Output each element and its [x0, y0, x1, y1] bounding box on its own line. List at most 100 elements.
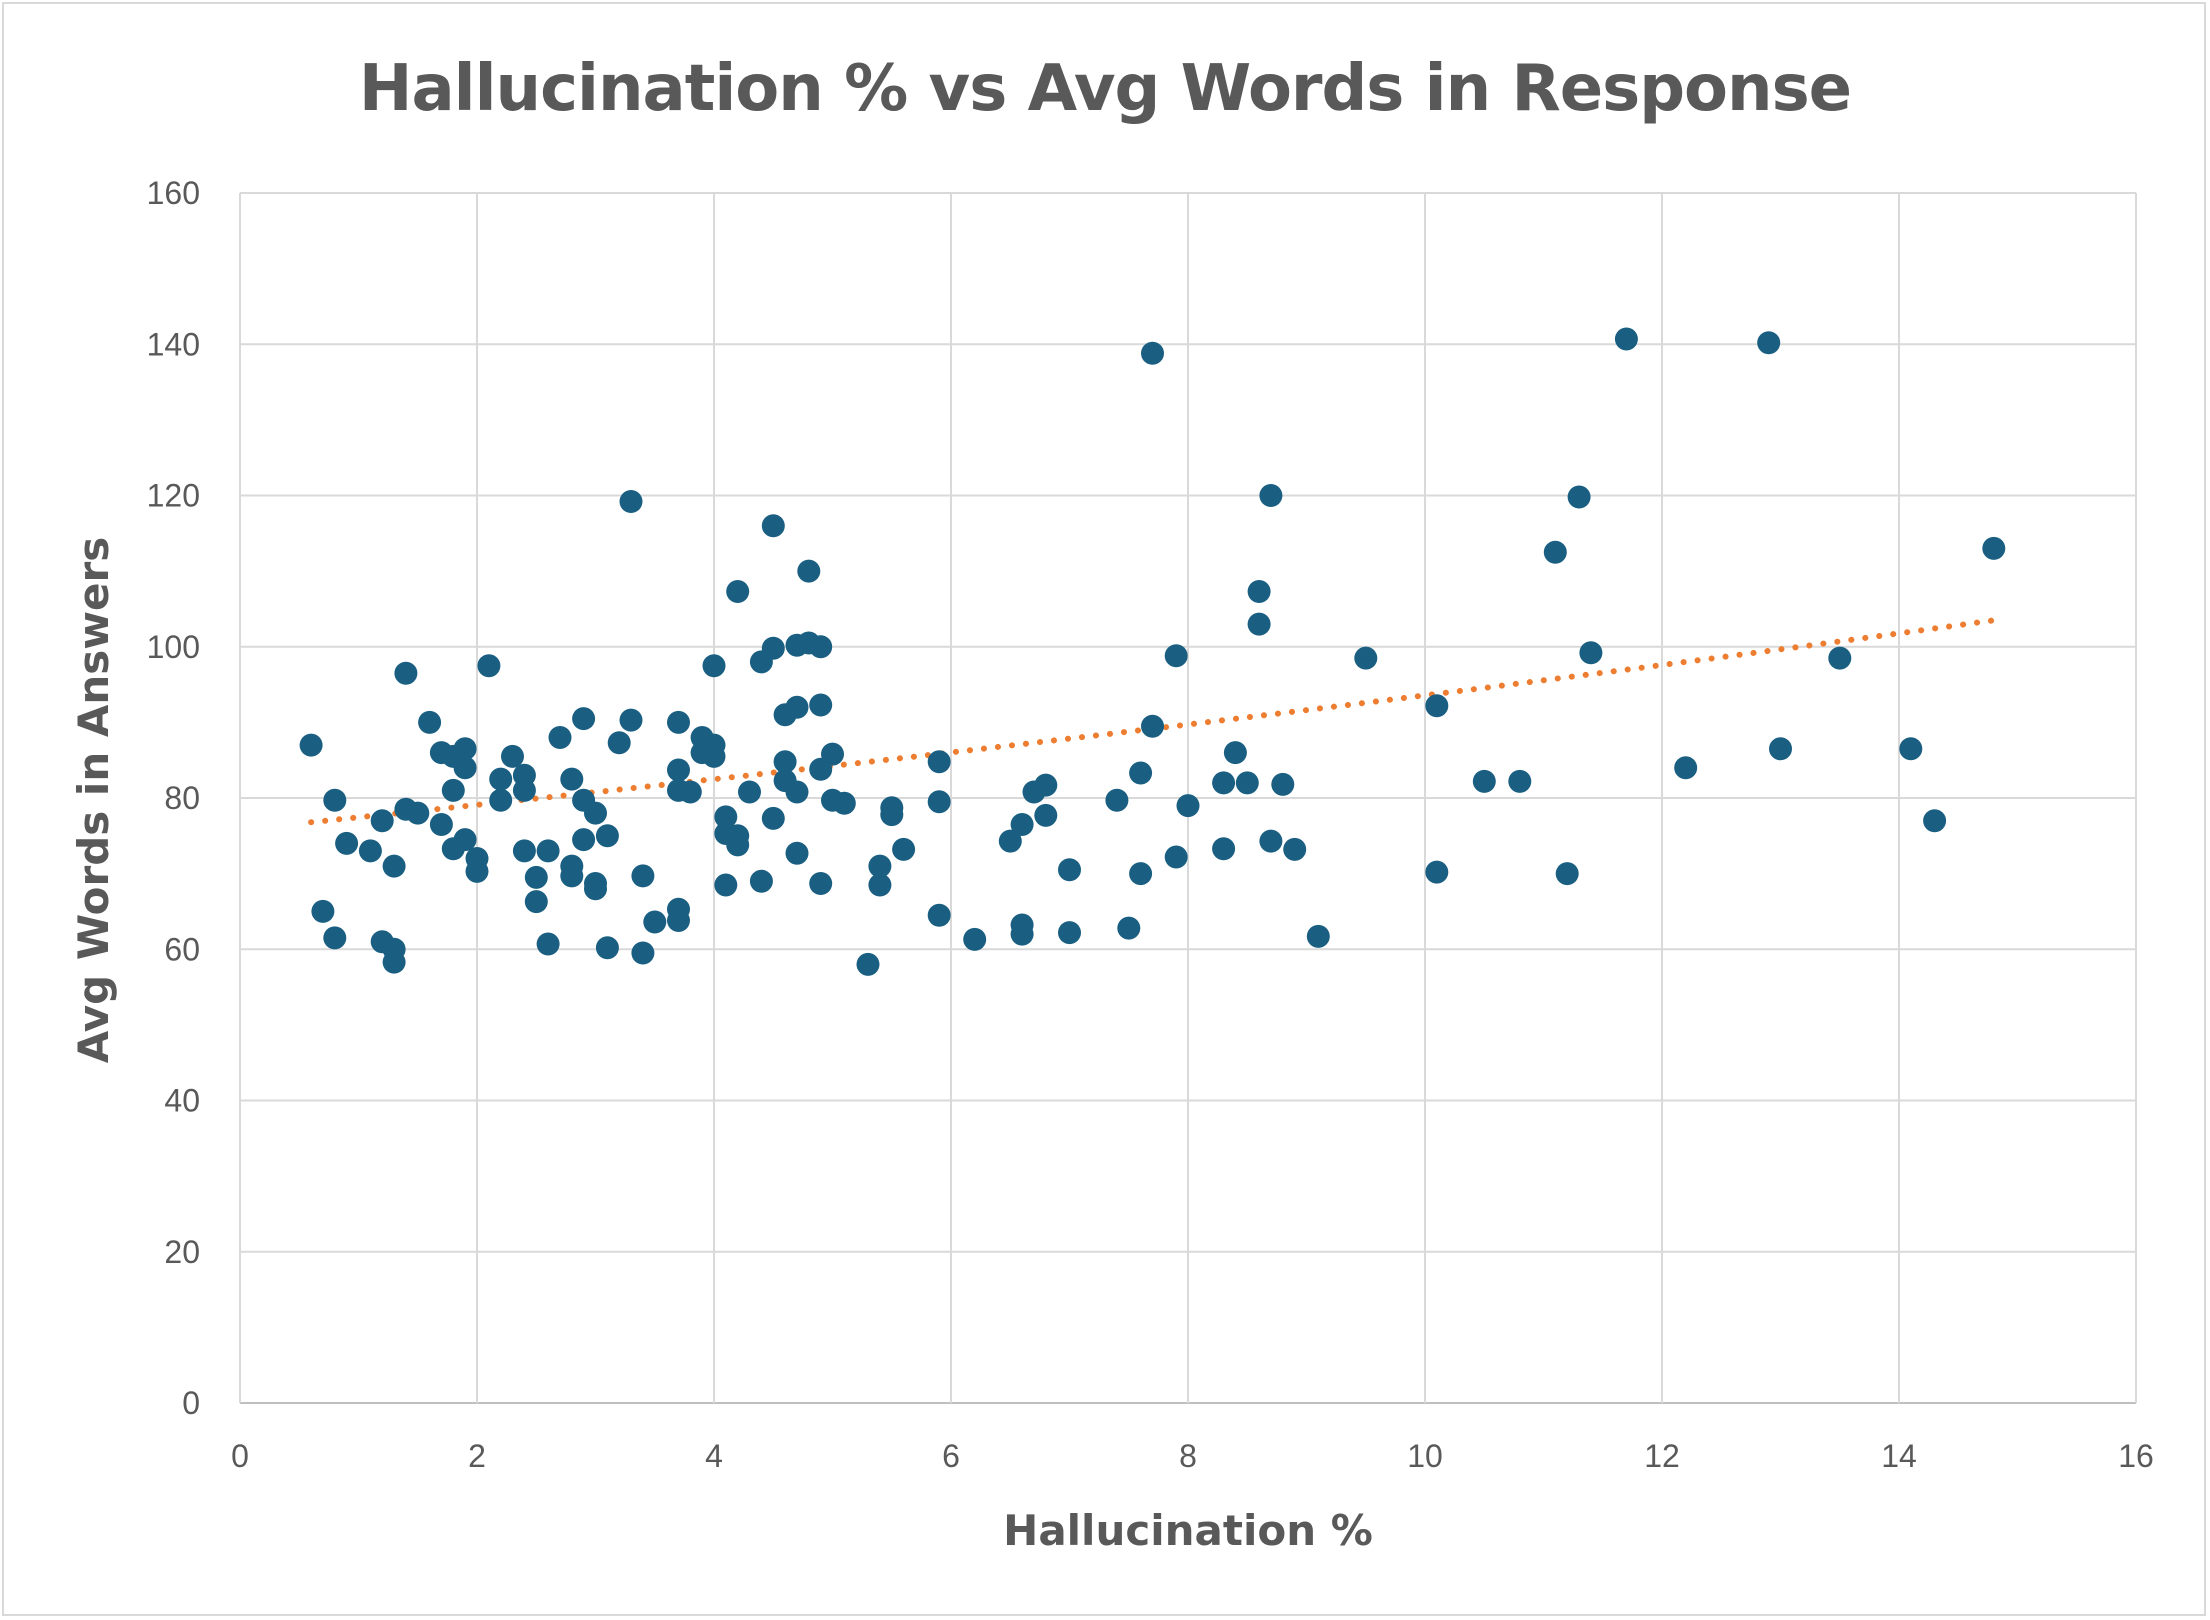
data-point: [323, 926, 347, 950]
data-point: [880, 803, 904, 827]
data-point: [1508, 769, 1532, 793]
data-point: [619, 490, 643, 513]
data-point: [702, 744, 726, 768]
data-point: [761, 636, 785, 660]
data-point: [1923, 809, 1947, 833]
data-point: [1354, 646, 1378, 670]
x-tick-label: 10: [1407, 1438, 1443, 1474]
x-tick-label: 8: [1179, 1438, 1197, 1474]
data-point: [524, 890, 548, 914]
data-point: [584, 877, 607, 901]
data-point: [1141, 341, 1164, 365]
data-point: [382, 950, 406, 974]
data-point: [868, 873, 892, 897]
data-point: [702, 654, 726, 678]
data-point: [868, 854, 892, 878]
data-point: [1757, 331, 1781, 355]
data-point: [963, 927, 987, 951]
data-point: [1306, 924, 1330, 948]
data-point: [667, 710, 690, 734]
data-point: [1010, 813, 1034, 836]
x-tick-label: 14: [1881, 1438, 1917, 1474]
data-point: [927, 750, 951, 774]
data-point: [1212, 837, 1236, 861]
data-point: [1769, 737, 1792, 761]
data-point: [299, 733, 323, 757]
data-point: [489, 788, 513, 812]
data-point: [809, 872, 833, 895]
data-points: [299, 327, 2006, 976]
data-point: [1058, 858, 1081, 882]
data-point: [998, 829, 1022, 853]
x-tick-label: 12: [1644, 1438, 1680, 1474]
data-point: [1283, 837, 1307, 861]
data-point: [1982, 536, 2006, 560]
x-tick-label: 2: [468, 1438, 486, 1474]
data-point: [927, 790, 951, 814]
data-point: [453, 756, 477, 780]
y-tick-label: 20: [164, 1234, 200, 1270]
data-point: [382, 854, 406, 878]
data-point: [1271, 772, 1295, 796]
data-point: [595, 824, 619, 848]
data-point: [785, 780, 809, 804]
tick-labels: 0 20 40 60 80 100 120 140 160 0 2 4 6 8 10 12 14 16: [147, 175, 2154, 1474]
data-point: [477, 654, 501, 678]
data-point: [584, 801, 607, 825]
data-point: [323, 788, 347, 812]
data-point: [785, 841, 809, 865]
data-point: [856, 952, 880, 976]
data-point: [761, 514, 785, 538]
data-point: [524, 865, 548, 889]
x-tick-label: 16: [2118, 1438, 2154, 1474]
data-point: [1223, 741, 1247, 765]
data-point: [1674, 756, 1698, 780]
data-point: [738, 780, 761, 804]
data-point: [1247, 612, 1271, 636]
data-point: [832, 791, 856, 815]
data-point: [394, 661, 418, 685]
y-tick-label: 0: [182, 1385, 200, 1421]
data-point: [512, 778, 536, 802]
data-point: [1129, 761, 1153, 785]
data-point: [892, 837, 916, 861]
data-point: [1141, 714, 1164, 738]
data-point: [1058, 921, 1081, 945]
data-point: [370, 809, 394, 833]
y-tick-label: 120: [147, 478, 200, 514]
data-point: [1010, 922, 1034, 946]
data-point: [465, 859, 489, 883]
data-point: [821, 742, 844, 766]
data-point: [1555, 862, 1579, 886]
data-point: [335, 831, 359, 855]
data-point: [667, 909, 690, 932]
data-point: [927, 903, 951, 927]
data-point: [536, 839, 560, 863]
y-tick-label: 40: [164, 1083, 200, 1119]
data-point: [560, 767, 584, 791]
data-point: [619, 708, 643, 732]
data-point: [785, 695, 809, 719]
data-point: [1567, 485, 1591, 509]
data-point: [1034, 803, 1058, 827]
data-point: [418, 710, 442, 734]
y-tick-label: 140: [147, 326, 200, 362]
data-point: [678, 780, 702, 804]
data-point: [714, 873, 738, 897]
y-tick-label: 160: [147, 175, 200, 211]
data-point: [1034, 773, 1058, 797]
y-tick-label: 60: [164, 931, 200, 967]
data-point: [406, 801, 430, 825]
data-point: [512, 839, 536, 863]
x-tick-label: 4: [705, 1438, 723, 1474]
data-point: [1543, 540, 1567, 564]
data-point: [809, 693, 833, 717]
data-point: [595, 936, 619, 960]
data-point: [1117, 916, 1141, 940]
data-point: [572, 828, 596, 852]
data-point: [429, 813, 453, 836]
data-point: [1425, 694, 1449, 718]
data-point: [643, 910, 667, 934]
data-point: [560, 864, 584, 888]
